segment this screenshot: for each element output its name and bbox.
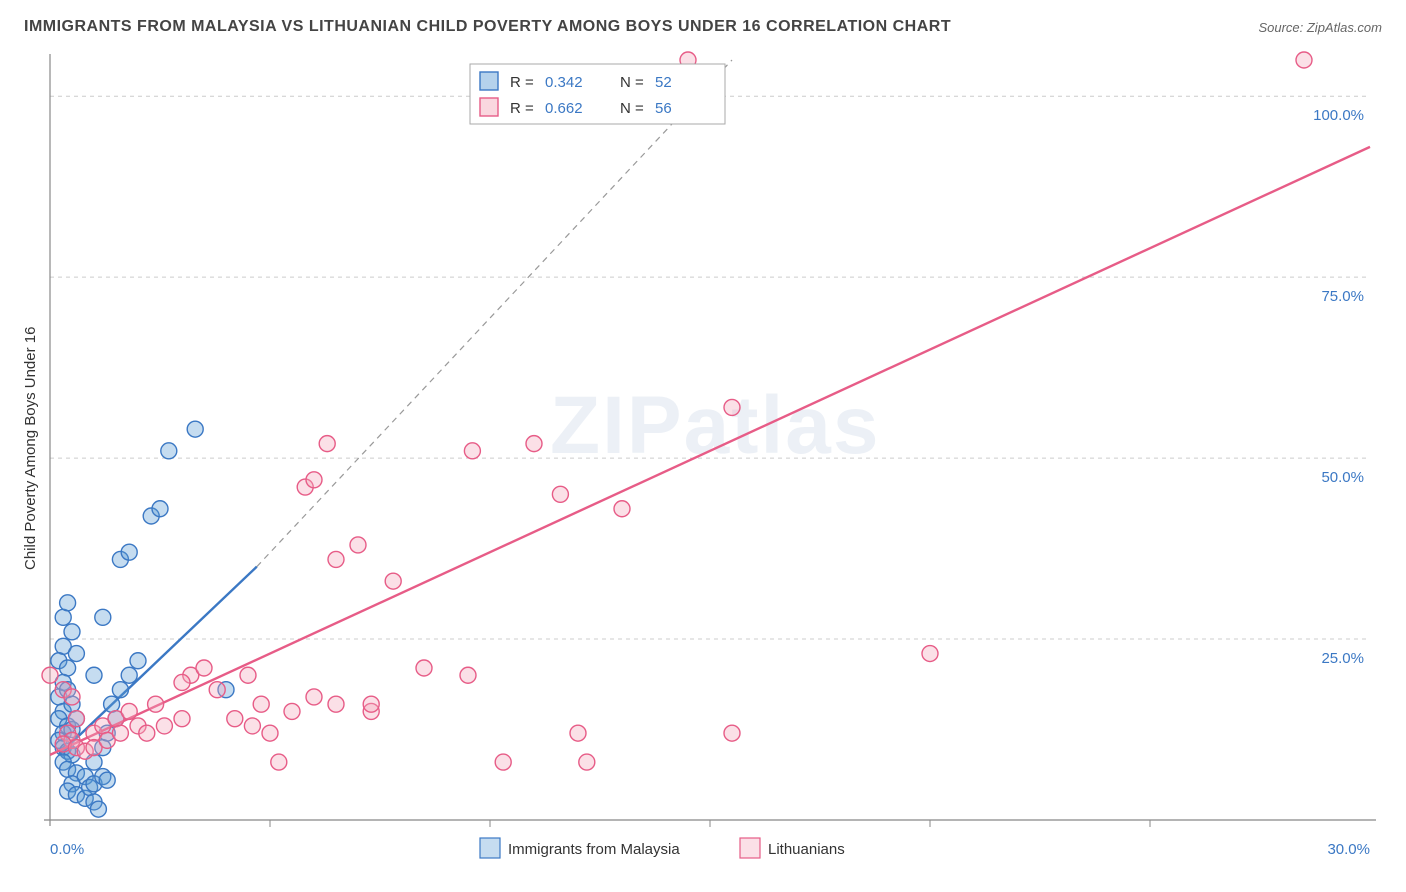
data-point <box>328 696 344 712</box>
data-point <box>579 754 595 770</box>
data-point <box>174 674 190 690</box>
y-tick-label: 75.0% <box>1321 288 1364 305</box>
data-point <box>614 501 630 517</box>
legend-label: Lithuanians <box>768 841 845 858</box>
data-point <box>161 443 177 459</box>
data-point <box>156 718 172 734</box>
data-point <box>328 551 344 567</box>
data-point <box>90 801 106 817</box>
data-point <box>64 624 80 640</box>
data-point <box>922 646 938 662</box>
data-point <box>724 725 740 741</box>
data-point <box>416 660 432 676</box>
data-point <box>495 754 511 770</box>
stats-swatch <box>480 72 498 90</box>
data-point <box>68 711 84 727</box>
y-tick-label: 25.0% <box>1321 650 1364 667</box>
x-tick-label: 0.0% <box>50 841 84 858</box>
data-point <box>196 660 212 676</box>
data-point <box>253 696 269 712</box>
stats-r-value: 0.662 <box>545 100 583 117</box>
data-point <box>552 486 568 502</box>
data-point <box>284 703 300 719</box>
stats-n-label: N = <box>620 100 644 117</box>
trend-line-extension <box>257 60 732 567</box>
data-point <box>68 646 84 662</box>
data-point <box>187 421 203 437</box>
legend-label: Immigrants from Malaysia <box>508 841 680 858</box>
scatter-chart: 25.0% 50.0% 75.0% 100.0% 0.0% 30.0% R = 0.342 N … <box>0 0 1406 892</box>
data-point <box>227 711 243 727</box>
legend-swatch <box>740 838 760 858</box>
stats-n-label: N = <box>620 74 644 91</box>
data-point <box>209 682 225 698</box>
stats-box <box>470 64 725 124</box>
legend-swatch <box>480 838 500 858</box>
stats-r-value: 0.342 <box>545 74 583 91</box>
x-tick-label: 30.0% <box>1327 841 1370 858</box>
data-point <box>363 696 379 712</box>
data-point <box>262 725 278 741</box>
data-point <box>152 501 168 517</box>
data-point <box>724 399 740 415</box>
data-point <box>64 689 80 705</box>
data-point <box>104 696 120 712</box>
data-point <box>306 472 322 488</box>
data-point <box>319 436 335 452</box>
stats-n-value: 52 <box>655 74 672 91</box>
data-point <box>130 653 146 669</box>
data-point <box>385 573 401 589</box>
data-point <box>60 595 76 611</box>
y-tick-label: 100.0% <box>1313 107 1364 124</box>
data-point <box>460 667 476 683</box>
stats-n-value: 56 <box>655 100 672 117</box>
data-point <box>139 725 155 741</box>
data-point <box>112 725 128 741</box>
data-point <box>86 667 102 683</box>
data-point <box>95 609 111 625</box>
data-point <box>1296 52 1312 68</box>
stats-r-label: R = <box>510 74 534 91</box>
data-point <box>148 696 164 712</box>
data-point <box>121 544 137 560</box>
data-point <box>121 667 137 683</box>
data-point <box>55 609 71 625</box>
data-point <box>244 718 260 734</box>
data-point <box>306 689 322 705</box>
stats-r-label: R = <box>510 100 534 117</box>
trend-line <box>50 147 1370 755</box>
data-point <box>112 682 128 698</box>
data-point <box>174 711 190 727</box>
data-point <box>99 772 115 788</box>
data-point <box>60 660 76 676</box>
data-point <box>271 754 287 770</box>
data-point <box>350 537 366 553</box>
data-point <box>121 703 137 719</box>
y-tick-label: 50.0% <box>1321 469 1364 486</box>
data-point <box>526 436 542 452</box>
stats-swatch <box>480 98 498 116</box>
chart-container: IMMIGRANTS FROM MALAYSIA VS LITHUANIAN C… <box>0 0 1406 892</box>
data-point <box>240 667 256 683</box>
data-point <box>570 725 586 741</box>
data-point <box>464 443 480 459</box>
data-point <box>42 667 58 683</box>
